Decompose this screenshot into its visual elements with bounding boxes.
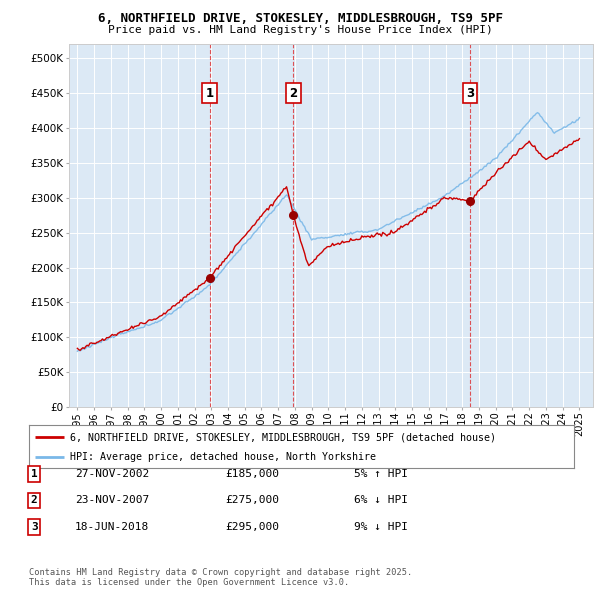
- Text: £185,000: £185,000: [225, 469, 279, 478]
- Text: 6, NORTHFIELD DRIVE, STOKESLEY, MIDDLESBROUGH, TS9 5PF: 6, NORTHFIELD DRIVE, STOKESLEY, MIDDLESB…: [97, 12, 503, 25]
- Text: 3: 3: [466, 87, 474, 100]
- Text: £275,000: £275,000: [225, 496, 279, 505]
- Text: 23-NOV-2007: 23-NOV-2007: [75, 496, 149, 505]
- Text: Contains HM Land Registry data © Crown copyright and database right 2025.
This d: Contains HM Land Registry data © Crown c…: [29, 568, 412, 587]
- Text: 1: 1: [31, 469, 38, 478]
- Text: 2: 2: [289, 87, 297, 100]
- Text: Price paid vs. HM Land Registry's House Price Index (HPI): Price paid vs. HM Land Registry's House …: [107, 25, 493, 35]
- Text: 2: 2: [31, 496, 38, 505]
- Text: 5% ↑ HPI: 5% ↑ HPI: [354, 469, 408, 478]
- Text: 6, NORTHFIELD DRIVE, STOKESLEY, MIDDLESBROUGH, TS9 5PF (detached house): 6, NORTHFIELD DRIVE, STOKESLEY, MIDDLESB…: [70, 432, 496, 442]
- Text: 1: 1: [206, 87, 214, 100]
- Text: HPI: Average price, detached house, North Yorkshire: HPI: Average price, detached house, Nort…: [70, 453, 376, 462]
- Text: 6% ↓ HPI: 6% ↓ HPI: [354, 496, 408, 505]
- Text: 18-JUN-2018: 18-JUN-2018: [75, 522, 149, 532]
- Text: 9% ↓ HPI: 9% ↓ HPI: [354, 522, 408, 532]
- Text: £295,000: £295,000: [225, 522, 279, 532]
- Text: 3: 3: [31, 522, 38, 532]
- Text: 27-NOV-2002: 27-NOV-2002: [75, 469, 149, 478]
